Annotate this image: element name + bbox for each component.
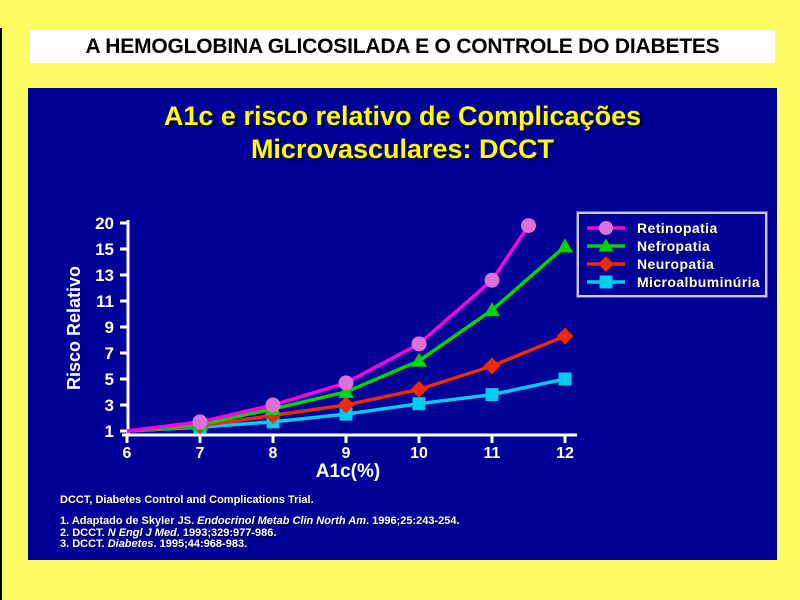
svg-text:15: 15	[95, 240, 114, 259]
ref1-journal: Endocrinol Metab Clin North Am	[197, 515, 367, 527]
svg-text:9: 9	[342, 445, 351, 462]
legend-label: Nefropatia	[637, 238, 711, 254]
svg-text:8: 8	[269, 445, 278, 462]
svg-text:12: 12	[556, 445, 574, 462]
circle-marker-icon	[587, 221, 625, 235]
ref3-suffix: . 1995;44:968-983.	[153, 538, 248, 550]
ref2-suffix: . 1993;329:977-986.	[176, 526, 277, 539]
chart-title-line1: A1c e risco relativo de Complicações	[163, 101, 642, 131]
diamond-marker-icon	[587, 256, 625, 272]
svg-text:7: 7	[105, 344, 114, 363]
banner-title: A HEMOGLOBINA GLICOSILADA E O CONTROLE D…	[85, 34, 720, 58]
reference-1: 1. Adaptado de Skyler JS. Endocrinol Met…	[60, 515, 760, 528]
triangle-marker-icon	[587, 238, 625, 252]
slide-left-edge	[0, 28, 2, 600]
slide-footer: DCCT, Diabetes Control and Complications…	[60, 494, 760, 551]
square-marker-icon	[587, 275, 625, 289]
legend-item-2: Nefropatia	[585, 237, 761, 255]
ref1-prefix: 1. Adaptado de Skyler JS.	[60, 515, 198, 527]
legend-item-4: Microalbuminúria	[585, 273, 761, 291]
svg-text:3: 3	[105, 396, 114, 415]
svg-text:5: 5	[105, 370, 114, 389]
reference-3: 3. DCCT. Diabetes. 1995;44:968-983.	[60, 538, 760, 551]
ref1-suffix: . 1996;25:243-254.	[366, 515, 460, 527]
chart-title-line2: Microvasculares: DCCT	[250, 134, 555, 164]
svg-text:11: 11	[96, 292, 114, 311]
reference-2: 2. DCCT. N Engl J Med. 1993;329:977-986.	[60, 526, 760, 540]
legend-label: Retinopatia	[637, 220, 718, 236]
ref2-journal: N Engl J Med	[107, 526, 177, 539]
footnote: DCCT, Diabetes Control and Complications…	[60, 494, 314, 506]
svg-text:1: 1	[105, 422, 114, 441]
svg-text:Risco Relativo: Risco Relativo	[64, 266, 84, 390]
ref3-journal: Diabetes	[107, 538, 154, 550]
svg-text:6: 6	[123, 445, 132, 462]
slide-banner: A HEMOGLOBINA GLICOSILADA E O CONTROLE D…	[30, 30, 775, 63]
svg-text:7: 7	[196, 445, 205, 462]
svg-text:20: 20	[95, 214, 114, 233]
chart-title: A1c e risco relativo de Complicações Mic…	[28, 100, 777, 166]
chart-legend: Retinopatia Nefropatia Neuropatia Microalbu…	[576, 211, 768, 298]
svg-text:10: 10	[410, 445, 428, 462]
svg-text:13: 13	[95, 266, 114, 285]
legend-label: Microalbuminúria	[637, 274, 761, 290]
svg-text:11: 11	[484, 445, 501, 462]
legend-label: Neuropatia	[637, 256, 715, 272]
svg-text:9: 9	[105, 318, 114, 337]
legend-item-3: Neuropatia	[585, 255, 761, 273]
slide-body: A1c e risco relativo de Complicações Mic…	[28, 88, 777, 560]
ref3-prefix: 3. DCCT.	[60, 538, 108, 550]
svg-text:A1c(%): A1c(%)	[316, 461, 380, 482]
legend-item-1: Retinopatia	[585, 219, 761, 237]
ref2-prefix: 2. DCCT.	[60, 526, 108, 539]
